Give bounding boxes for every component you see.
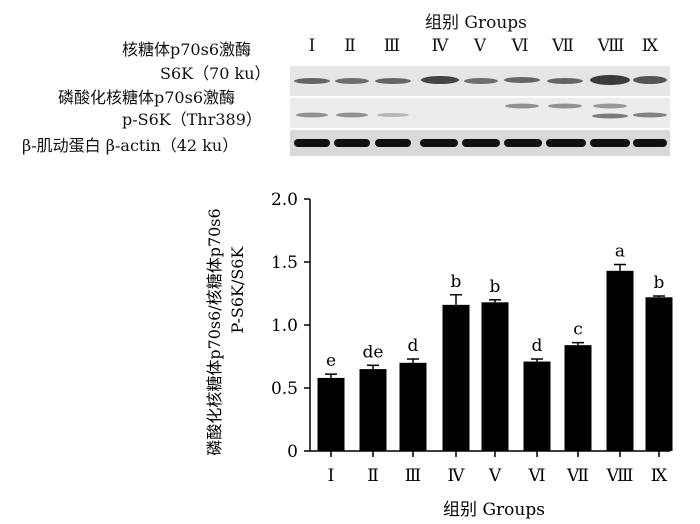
bar (442, 304, 470, 451)
blot-group-label: Ⅳ (431, 36, 449, 56)
y-tick-label: 2.0 (271, 190, 298, 210)
blot-row-label-s6k-cn: 核糖体p70s6激酶 (122, 40, 251, 59)
blot-row-label-actin: β-肌动蛋白 β-actin（42 ku） (22, 136, 239, 155)
blot-strip-actin (290, 130, 670, 156)
significance-letter: b (490, 277, 501, 297)
blot-top-axis-title: 组别 Groups (425, 13, 527, 33)
significance-letter: c (573, 320, 583, 340)
significance-letter: a (615, 242, 625, 262)
blot-row-label-s6k-en: S6K（70 ku） (160, 64, 271, 83)
bar (645, 297, 673, 451)
blot-group-label: Ⅷ (597, 36, 625, 56)
y-tick-label: 0 (287, 442, 298, 462)
x-tick-label: Ⅶ (566, 466, 589, 486)
blot-group-label: Ⅶ (552, 36, 574, 56)
bar (564, 345, 592, 451)
x-axis-title: 组别 Groups (443, 500, 545, 520)
significance-letter: b (654, 273, 665, 293)
x-tick-label: Ⅰ (328, 466, 335, 486)
bar (399, 362, 427, 451)
significance-letter: de (363, 342, 384, 362)
bar (481, 302, 509, 451)
bar (523, 361, 551, 451)
significance-letter: d (532, 336, 543, 356)
blot-bands-s6k (294, 75, 667, 85)
x-tick-label: Ⅲ (405, 466, 421, 486)
y-tick-label: 1.0 (271, 316, 298, 336)
significance-letter: b (451, 272, 462, 292)
x-tick-label: Ⅷ (606, 466, 634, 486)
bar (317, 377, 345, 451)
x-tick-label: Ⅱ (367, 466, 379, 486)
significance-letter: d (408, 336, 419, 356)
y-axis-title-line1: 磷酸化核糖体p70s6/核糖体p70s6 (205, 208, 224, 455)
blot-bands-ps6k (296, 103, 667, 119)
blot-group-label: Ⅱ (344, 36, 356, 56)
y-axis-title-line2: P-S6K/S6K (228, 246, 247, 334)
x-tick-label: Ⅴ (488, 466, 502, 486)
significance-letter: e (326, 351, 336, 371)
bar (359, 369, 387, 451)
blot-row-label-ps6k-cn: 磷酸化核糖体p70s6激酶 (58, 88, 235, 107)
blot-group-label: Ⅰ (308, 36, 316, 56)
blot-group-label: Ⅲ (383, 36, 401, 56)
x-tick-label: Ⅵ (527, 466, 545, 486)
blot-strip-ps6k (290, 98, 670, 128)
blot-row-label-ps6k-en: p-S6K（Thr389） (122, 110, 262, 129)
blot-bands-actin (294, 139, 667, 147)
bar (606, 270, 634, 451)
blot-group-label: Ⅴ (473, 36, 487, 56)
y-tick-label: 0.5 (271, 379, 298, 399)
blot-group-label: Ⅵ (511, 36, 529, 56)
blot-strip-s6k (290, 66, 670, 96)
blot-group-label: Ⅸ (641, 36, 659, 56)
x-tick-label: Ⅳ (448, 466, 466, 486)
x-tick-label: Ⅸ (651, 466, 668, 486)
y-tick-label: 1.5 (271, 253, 298, 273)
